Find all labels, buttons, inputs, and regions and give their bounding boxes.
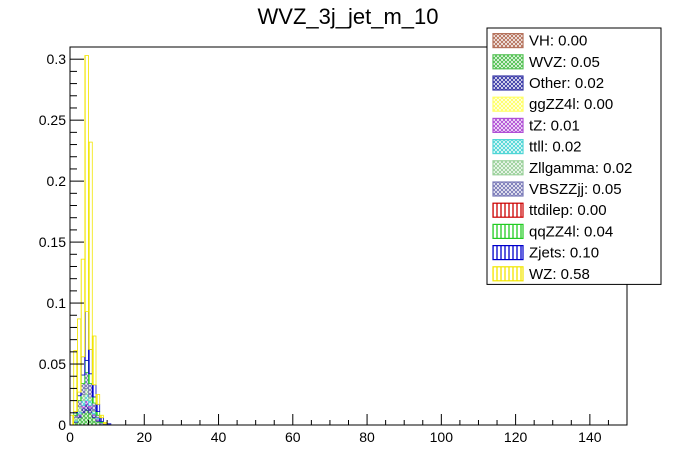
bar-qqzz4l-bin-3	[80, 374, 86, 384]
legend-label-tz: tZ: 0.01	[529, 117, 580, 134]
legend-swatch-wvz	[492, 54, 524, 70]
bar-wz-bin-0	[69, 414, 75, 426]
bar-wz-bin-8	[99, 414, 104, 419]
bar-other-bin-5	[88, 407, 93, 414]
y-tick-label: 0.15	[39, 234, 66, 250]
bar-vbszzjj-bin-5	[88, 383, 93, 398]
bar-vbszzjj-bin-3	[80, 383, 86, 395]
bar-zjets-bin-8	[99, 417, 104, 422]
bar-wz-bin-2	[77, 318, 82, 393]
bar-wvz-bin-7	[95, 420, 101, 426]
bar-wvz-bin-6	[91, 417, 97, 426]
x-tick-label: 80	[359, 429, 375, 445]
bar-wvz-bin-3	[80, 412, 86, 426]
bar-wvz-bin-2	[77, 417, 82, 426]
legend-label-zllgamma: Zllgamma: 0.02	[529, 160, 632, 177]
bar-zllgamma-bin-3	[80, 394, 86, 402]
legend-label-other: Other: 0.02	[529, 75, 604, 92]
bar-other-bin-4	[84, 403, 89, 411]
legend-swatch-vh	[492, 32, 524, 49]
bar-zjets-bin-7	[95, 403, 101, 412]
y-tick-label: 0.1	[47, 295, 67, 311]
x-tick-label: 100	[430, 429, 454, 445]
legend-label-ttdilep: ttdilep: 0.00	[529, 202, 607, 219]
bar-qqzz4l-bin-7	[95, 411, 101, 416]
legend-label-ttll: ttll: 0.02	[529, 139, 582, 156]
y-tick-label: 0	[58, 417, 66, 433]
legend-label-wvz: WVZ: 0.05	[529, 54, 600, 71]
legend-swatch-wz	[492, 266, 524, 282]
bar-ttll-bin-3	[80, 400, 86, 406]
x-tick-label: 40	[211, 429, 227, 445]
bar-wz-bin-4	[84, 55, 89, 312]
bar-qqzz4l-bin-6	[91, 396, 97, 404]
bar-zjets-bin-3	[80, 356, 86, 376]
legend-swatch-tz	[492, 117, 524, 134]
bar-zjets-bin-5	[88, 348, 93, 375]
bar-vbszzjj-bin-6	[91, 402, 97, 411]
chart-title: WVZ_3j_jet_m_10	[258, 4, 439, 29]
bar-zllgamma-bin-2	[77, 406, 82, 412]
bar-zjets-bin-6	[91, 384, 97, 398]
legend: VH: 0.00 WVZ: 0.05 Other: 0.02 ggZZ4l: 0.00…	[486, 27, 662, 285]
bar-wz-bin-7	[95, 394, 101, 405]
bar-wz-bin-6	[91, 335, 97, 386]
y-tick-label: 0.3	[47, 51, 67, 67]
bar-zllgamma-bin-5	[88, 396, 93, 402]
legend-box	[486, 27, 662, 285]
legend-label-qqzz4l: qqZZ4l: 0.04	[529, 223, 613, 240]
legend-swatch-vbszzjj	[492, 181, 524, 197]
bar-vbszzjj-bin-2	[77, 400, 82, 408]
legend-swatch-zllgamma	[492, 160, 524, 176]
legend-swatch-ttll	[492, 139, 524, 155]
bar-wz-bin-9	[103, 422, 108, 425]
bar-vbszzjj-bin-4	[84, 372, 89, 389]
bar-wvz-bin-4	[84, 409, 89, 426]
x-tick-label: 140	[578, 429, 602, 445]
bar-other-bin-3	[80, 407, 86, 414]
bar-tz-bin-4	[84, 400, 89, 405]
legend-label-ggzz4l: ggZZ4l: 0.00	[529, 96, 613, 113]
bar-ttll-bin-4	[84, 394, 89, 402]
x-tick-label: 60	[285, 429, 301, 445]
bar-wz-bin-3	[80, 258, 86, 358]
y-tick-label: 0.2	[47, 173, 67, 189]
bar-qqzz4l-bin-5	[88, 373, 93, 384]
bar-qqzz4l-bin-4	[84, 359, 89, 373]
bar-wz-bin-1	[73, 350, 78, 412]
bar-qqzz4l-bin-2	[77, 395, 82, 402]
legend-swatch-ttdilep	[492, 202, 524, 218]
legend-label-vh: VH: 0.00	[529, 33, 587, 50]
x-tick-label: 120	[504, 429, 528, 445]
legend-swatch-zjets	[492, 245, 524, 261]
x-tick-label: 0	[66, 429, 74, 445]
stack-layer	[69, 55, 112, 426]
legend-label-vbszzjj: VBSZZjj: 0.05	[529, 181, 622, 198]
bar-zllgamma-bin-4	[84, 388, 89, 395]
bar-wvz-bin-5	[88, 412, 93, 426]
y-tick-label: 0.25	[39, 112, 66, 128]
axis-layer: 0 20 40 60 80 100 120 140 0 0.05 0.1 0.15 0.2 0.25 0.3	[39, 46, 628, 445]
legend-label-wz: WZ: 0.58	[529, 266, 590, 283]
bar-zjets-bin-2	[77, 391, 82, 397]
y-tick-label: 0.05	[39, 356, 66, 372]
legend-swatch-other	[492, 75, 524, 91]
legend-swatch-ggzz4l	[492, 96, 524, 112]
bar-zjets-bin-4	[84, 311, 89, 361]
bar-ttll-bin-5	[88, 400, 93, 406]
bar-wz-bin-5	[88, 141, 93, 350]
legend-swatch-qqzz4l	[492, 223, 524, 239]
legend-label-zjets: Zjets: 0.10	[529, 245, 599, 262]
x-tick-label: 20	[136, 429, 152, 445]
